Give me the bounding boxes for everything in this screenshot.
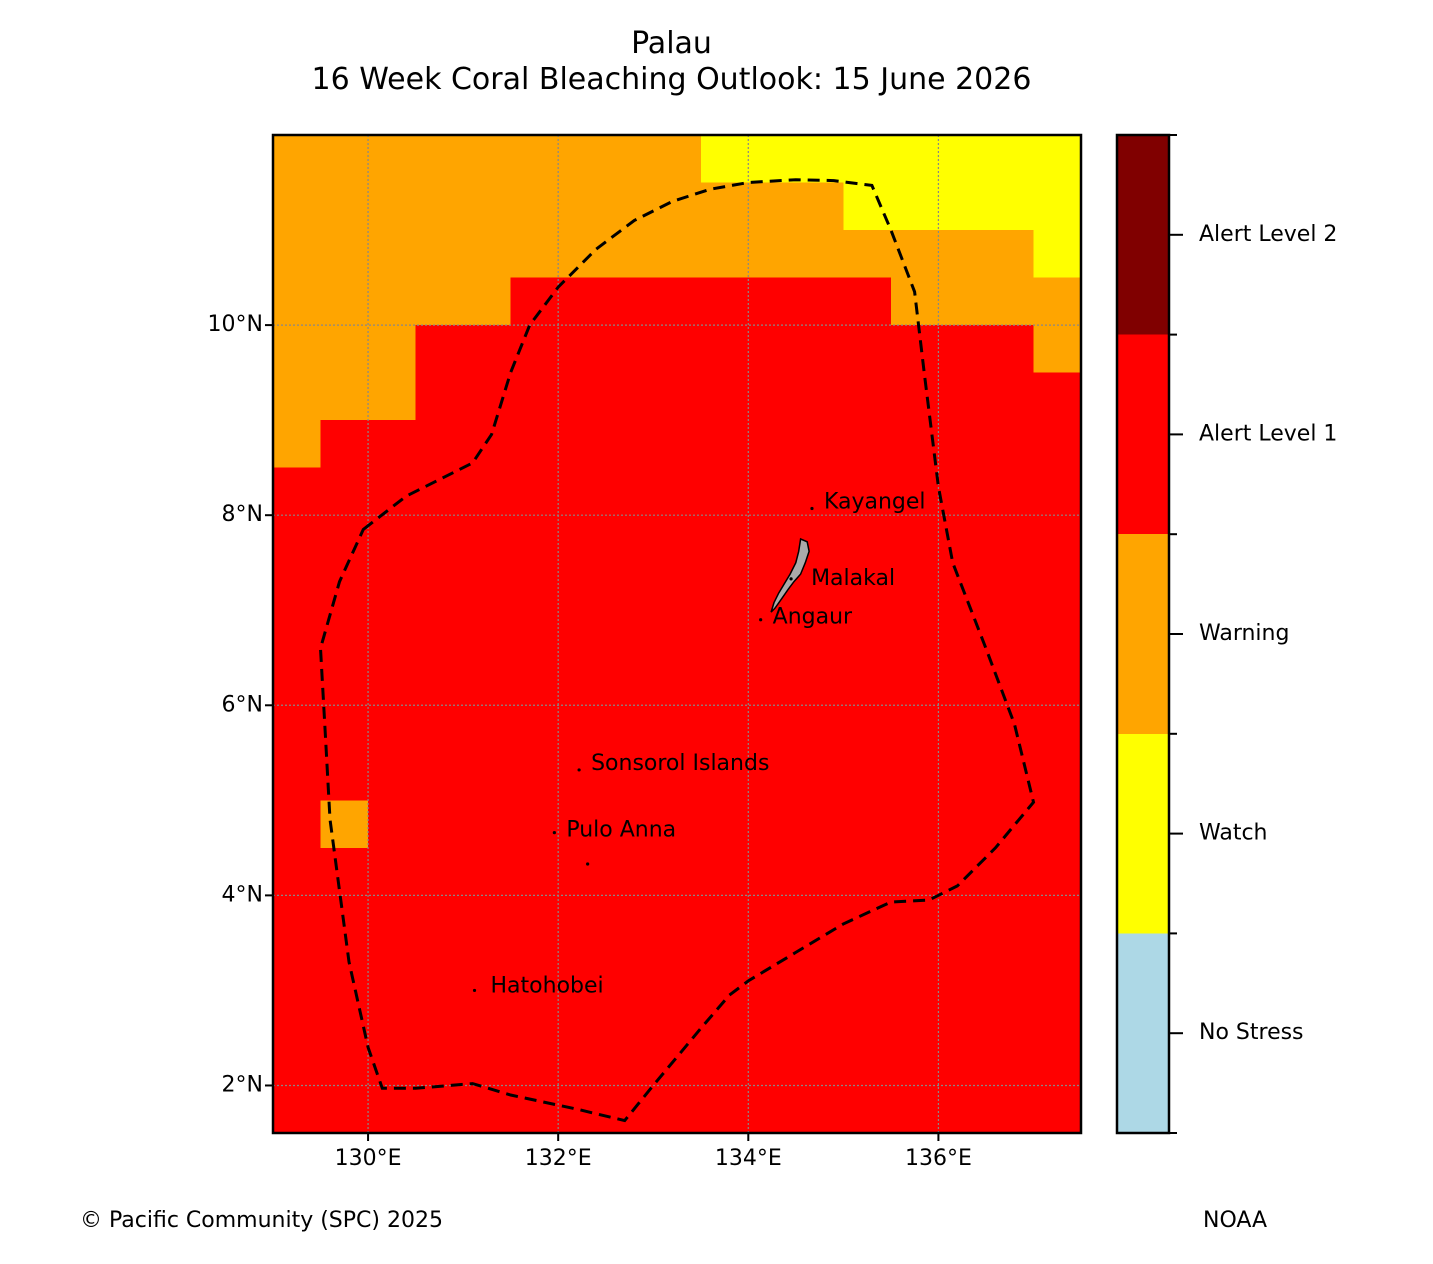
island-label: Pulo Anna <box>566 818 676 843</box>
colorbar-segment <box>1117 733 1169 934</box>
island-label: Hatohobei <box>491 973 604 998</box>
alert-cell <box>510 182 844 278</box>
island-marker <box>586 862 590 866</box>
island-marker <box>577 768 581 772</box>
colorbar-label: Watch <box>1199 821 1268 846</box>
lon-tick-label: 130°E <box>335 1146 402 1171</box>
alert-cell <box>273 135 701 183</box>
island-label: Malakal <box>811 566 895 591</box>
lon-tick-label: 134°E <box>715 1146 782 1171</box>
colorbar-segment <box>1117 135 1169 335</box>
alert-cell <box>985 230 1034 326</box>
copyright-text: © Pacific Community (SPC) 2025 <box>80 1208 443 1233</box>
lat-tick-label: 10°N <box>208 312 263 337</box>
title-block: Palau 16 Week Coral Bleaching Outlook: 1… <box>0 26 1343 98</box>
alert-cell <box>890 277 986 326</box>
alert-cell <box>320 800 369 848</box>
lat-tick-label: 8°N <box>222 502 263 527</box>
colorbar-label: Alert Level 1 <box>1199 421 1337 446</box>
lat-tick-label: 2°N <box>222 1072 263 1097</box>
island-label: Kayangel <box>824 490 926 515</box>
alert-cell <box>1033 230 1081 278</box>
alert-cell <box>843 230 986 278</box>
alert-cell <box>273 182 511 326</box>
map-frame <box>271 133 1083 1135</box>
eez-boundary <box>318 178 1036 1123</box>
island-marker <box>789 577 793 581</box>
alert-cell <box>843 135 1081 231</box>
colorbar-segment <box>1117 933 1169 1133</box>
alert-cell <box>273 420 321 468</box>
island-marker <box>810 506 814 511</box>
islands-layer: Kayangel Malakal Angaur Sonsorol Islands Pul… <box>472 490 926 998</box>
island-marker <box>552 831 556 835</box>
colorbar-segment <box>1117 334 1169 535</box>
map-subtitle: 16 Week Coral Bleaching Outlook: 15 June… <box>311 62 1032 97</box>
lat-tick-label: 6°N <box>222 692 263 717</box>
lon-tick-label: 136°E <box>905 1146 972 1171</box>
island-marker <box>759 618 763 622</box>
alert-level-grid <box>273 135 1081 1133</box>
island-label: Sonsorol Islands <box>591 751 769 776</box>
babeldaob-island <box>770 537 810 613</box>
colorbar-legend: No Stress Watch Warning Alert Level 1 Alert … <box>1115 133 1337 1135</box>
colorbar-label: No Stress <box>1199 1020 1304 1045</box>
colorbar-segment <box>1117 534 1169 734</box>
graticule <box>273 135 1081 1133</box>
alert-cell <box>273 325 416 421</box>
source-credit: NOAA <box>1203 1208 1268 1233</box>
lat-tick-label: 4°N <box>222 882 263 907</box>
map-title: Palau <box>631 26 712 61</box>
colorbar-label: Alert Level 2 <box>1199 222 1337 247</box>
lon-tick-label: 132°E <box>525 1146 592 1171</box>
axis-ticks: 130°E 132°E 134°E 136°E 10°N 8°N 6°N 4°N 2°N <box>208 312 972 1171</box>
colorbar-label: Warning <box>1199 621 1289 646</box>
alert-cell <box>700 135 844 183</box>
island-marker <box>472 988 477 993</box>
island-label: Angaur <box>773 605 853 630</box>
eez-boundary-layer <box>318 178 1036 1123</box>
